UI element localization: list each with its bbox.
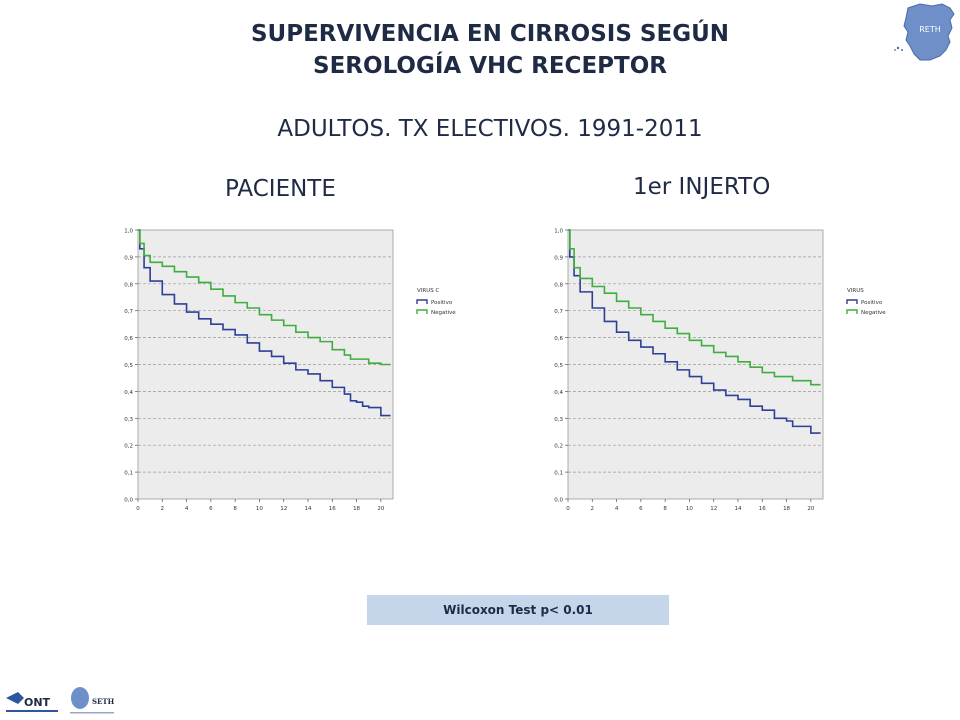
x-tick-label: 4 — [185, 506, 189, 512]
x-tick-label: 6 — [209, 506, 213, 512]
legend-label: Negative — [431, 310, 456, 316]
x-tick-label: 14 — [305, 506, 312, 512]
x-tick-label: 20 — [807, 506, 814, 512]
reth-logo: RETH — [894, 3, 955, 61]
survival-chart-injerto: 0,0 0,1 0,2 0,3 0,4 0,5 0,6 0,7 0,8 0,9 1,0 0 2 4 6 8 10… — [554, 229, 886, 513]
series-line-positivo — [568, 229, 821, 434]
x-tick-label: 16 — [759, 506, 766, 512]
x-tick-label: 18 — [783, 506, 790, 512]
y-tick-label: 0,2 — [554, 444, 563, 450]
y-tick-label: 0,9 — [554, 255, 563, 261]
x-tick-label: 12 — [710, 506, 717, 512]
y-tick-label: 0,9 — [124, 255, 133, 261]
panel-title-injerto: 1er INJERTO — [633, 174, 771, 200]
y-tick-label: 0,3 — [554, 417, 563, 423]
x-tick-label: 0 — [136, 506, 140, 512]
x-tick-label: 10 — [686, 506, 693, 512]
reth-logo-text: RETH — [919, 25, 941, 34]
legend-label: Positivo — [861, 300, 883, 306]
y-tick-label: 1,0 — [554, 229, 563, 235]
legend-label: Positivo — [431, 300, 453, 306]
ont-logo-text: ONT — [24, 696, 51, 709]
y-tick-label: 0,1 — [554, 471, 563, 477]
legend-swatch — [416, 299, 428, 304]
x-tick-label: 10 — [256, 506, 263, 512]
y-tick-label: 0,5 — [124, 363, 133, 369]
seth-logo-text: SETH — [92, 697, 115, 706]
y-tick-label: 0,0 — [554, 498, 563, 504]
ont-logo: ONT — [6, 692, 58, 712]
x-tick-label: 2 — [591, 506, 595, 512]
y-tick-label: 0,4 — [554, 390, 563, 396]
x-tick-label: 8 — [233, 506, 237, 512]
x-tick-label: 16 — [329, 506, 336, 512]
y-tick-label: 0,1 — [124, 471, 133, 477]
y-tick-label: 0,3 — [124, 417, 133, 423]
y-tick-label: 0,5 — [554, 363, 563, 369]
legend-title: VIRUS — [847, 288, 864, 294]
slide-title-line1: SUPERVIVENCIA EN CIRROSIS SEGÚN — [250, 21, 730, 47]
y-tick-label: 0,2 — [124, 444, 133, 450]
footer-logos: ONT SETH — [6, 687, 115, 714]
legend-swatch — [846, 309, 858, 314]
slide-title-line2: SEROLOGÍA VHC RECEPTOR — [313, 53, 667, 79]
x-tick-label: 18 — [353, 506, 360, 512]
slide-title: SUPERVIVENCIA EN CIRROSIS SEGÚN SEROLOGÍ… — [0, 18, 960, 82]
y-tick-label: 0,6 — [554, 336, 563, 342]
wilcoxon-test-box: Wilcoxon Test p< 0.01 — [367, 595, 669, 625]
y-tick-label: 0,8 — [554, 282, 563, 288]
y-tick-label: 0,7 — [554, 309, 563, 315]
y-tick-label: 0,6 — [124, 336, 133, 342]
x-tick-label: 12 — [280, 506, 287, 512]
series-line-negative — [568, 229, 821, 386]
series-line-positivo — [138, 229, 391, 417]
x-tick-label: 2 — [161, 506, 165, 512]
x-tick-label: 8 — [663, 506, 667, 512]
x-tick-label: 6 — [639, 506, 643, 512]
seth-logo: SETH — [70, 687, 115, 714]
x-tick-label: 0 — [566, 506, 570, 512]
y-tick-label: 0,7 — [124, 309, 133, 315]
slide-subtitle: ADULTOS. TX ELECTIVOS. 1991-2011 — [277, 116, 703, 142]
y-tick-label: 0,8 — [124, 282, 133, 288]
x-tick-label: 14 — [735, 506, 742, 512]
x-tick-label: 20 — [377, 506, 384, 512]
survival-chart-paciente: 0,0 0,1 0,2 0,3 0,4 0,5 0,6 0,7 0,8 0,9 1,0 0 2 4 6 8 10… — [124, 229, 456, 513]
legend-swatch — [416, 309, 428, 314]
series-line-negative — [138, 229, 391, 366]
legend-title: VIRUS C — [417, 288, 439, 294]
y-tick-label: 0,0 — [124, 498, 133, 504]
legend-label: Negative — [861, 310, 886, 316]
panel-title-paciente: PACIENTE — [225, 176, 336, 202]
x-tick-label: 4 — [615, 506, 619, 512]
legend-swatch — [846, 299, 858, 304]
y-tick-label: 1,0 — [124, 229, 133, 235]
y-tick-label: 0,4 — [124, 390, 133, 396]
